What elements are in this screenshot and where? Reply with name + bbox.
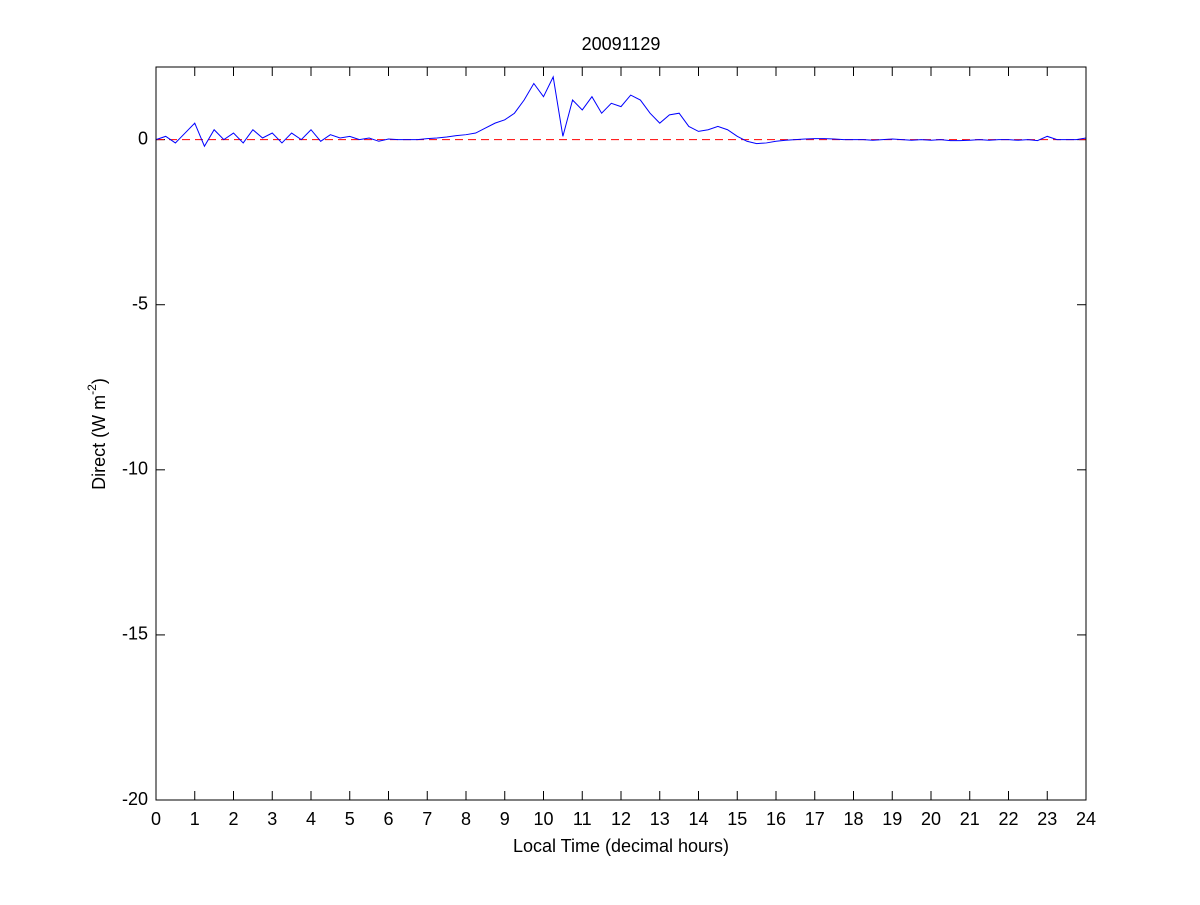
x-tick-label: 2 — [228, 809, 238, 829]
x-tick-label: 9 — [500, 809, 510, 829]
x-tick-label: 10 — [533, 809, 553, 829]
x-axis-label: Local Time (decimal hours) — [513, 836, 729, 856]
plot-frame — [155, 66, 1087, 801]
x-tick-label: 22 — [998, 809, 1018, 829]
y-tick-label: -20 — [122, 789, 148, 809]
x-tick-label: 14 — [688, 809, 708, 829]
x-tick-label: 11 — [573, 809, 592, 829]
y-tick-label: 0 — [138, 128, 148, 148]
chart-title: 20091129 — [582, 34, 661, 54]
x-tick-label: 4 — [306, 809, 316, 829]
x-tick-label: 5 — [345, 809, 355, 829]
x-tick-label: 0 — [151, 809, 161, 829]
y-axis-label: Direct (W m-2) — [85, 378, 109, 490]
y-label-text: ) — [89, 378, 109, 384]
x-tick-label: 13 — [650, 809, 670, 829]
x-tick-label: 20 — [921, 809, 941, 829]
x-tick-label: 12 — [611, 809, 631, 829]
x-tick-label: 18 — [843, 809, 863, 829]
x-tick-label: 6 — [383, 809, 393, 829]
x-tick-label: 21 — [960, 809, 980, 829]
data-line — [155, 75, 1087, 148]
x-tick-label: 24 — [1076, 809, 1096, 829]
y-label-text: Direct (W m — [89, 395, 109, 490]
x-tick-label: 19 — [882, 809, 902, 829]
y-tick-label: -15 — [122, 624, 148, 644]
x-tick-label: 15 — [727, 809, 747, 829]
x-tick-label: 8 — [461, 809, 471, 829]
x-tick-label: 16 — [766, 809, 786, 829]
y-tick-label: -5 — [132, 293, 148, 313]
y-tick-label: -10 — [122, 459, 148, 479]
y-label-sup: -2 — [85, 384, 99, 395]
x-tick-label: 17 — [805, 809, 825, 829]
x-tick-label: 23 — [1037, 809, 1057, 829]
x-tick-label: 1 — [190, 809, 200, 829]
x-tick-label: 7 — [422, 809, 432, 829]
x-tick-label: 3 — [267, 809, 277, 829]
